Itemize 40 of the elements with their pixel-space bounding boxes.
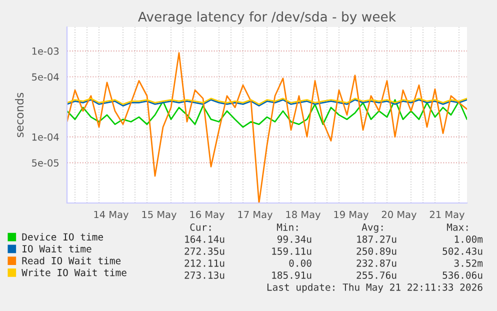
text: 502.43u (442, 247, 482, 255)
x-tick-label: 21 May (430, 210, 464, 220)
text: 0.00 (289, 259, 312, 267)
text: 159.11u (272, 247, 312, 255)
legend-label: IO Wait time (22, 244, 92, 252)
text: 250.89u (356, 247, 396, 255)
text: 99.34u (277, 235, 312, 243)
text: 272.35u (184, 247, 224, 255)
legend-label: Read IO Wait time (22, 256, 121, 264)
text: 536.06u (442, 271, 482, 279)
text: Last update: Thu May 21 22:11:33 2026 (267, 283, 482, 293)
text: Cur: (190, 223, 211, 231)
y-tick-label: 1e-04 (32, 133, 59, 141)
text: 164.14u (185, 235, 224, 243)
x-tick-label: 19 May (334, 210, 368, 220)
chart-title: Average latency for /dev/sda - by week (138, 11, 396, 24)
text: 3.52m (454, 259, 483, 267)
x-tick-label: 14 May (94, 210, 128, 220)
text: 185.91u (272, 271, 312, 279)
x-tick-label: 16 May (190, 210, 224, 220)
line-series (67, 99, 467, 128)
text: 212.11u (184, 259, 224, 267)
x-tick-label: 20 May (382, 210, 416, 220)
text: Avg: (362, 224, 383, 233)
text: 187.27u (357, 235, 396, 243)
text: 255.76u (356, 271, 396, 279)
text: 273.13u (184, 271, 224, 279)
legend-label: Write IO Wait time (22, 268, 126, 276)
x-tick-label: 15 May (142, 210, 176, 220)
x-tick-label: 17 May (238, 210, 272, 220)
text: 232.87u (356, 259, 396, 267)
x-tick-label: 18 May (286, 210, 320, 220)
y-tick-label: 5e-05 (32, 159, 59, 167)
text: 1.00m (454, 235, 483, 243)
y-tick-label: 1e-03 (32, 47, 59, 55)
y-tick-label: 5e-04 (32, 73, 59, 81)
text: Max: (446, 224, 468, 231)
text: Min: (276, 223, 298, 231)
legend-label: Device IO time (22, 233, 103, 241)
y-axis-title: seconds (15, 92, 24, 138)
